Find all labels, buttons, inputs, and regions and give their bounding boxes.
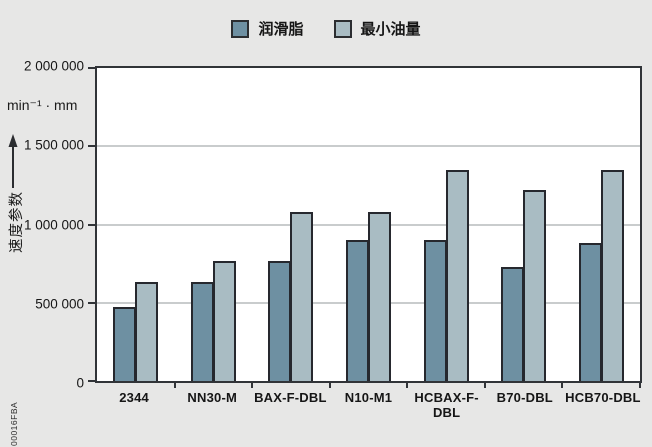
gridline-1500000 (97, 145, 640, 148)
x-label-hcbax-f-dbl: HCBAX-F-DBL (414, 390, 479, 420)
x-tick-mark (406, 381, 409, 388)
bar-min-oil-HCBAX-F-DBL (445, 169, 469, 381)
figure-id: 00016FBA (9, 401, 19, 446)
legend-label-grease: 润滑脂 (258, 21, 304, 38)
bar-min-oil-NN30-M (212, 260, 236, 381)
y-tick-mark (88, 380, 96, 382)
y-tick-mark (88, 301, 96, 304)
legend-item-min-oil: 最小油量 (333, 18, 421, 39)
bar-group-2344 (97, 68, 175, 381)
bar-grease-HCBAX-F-DBL (423, 240, 447, 381)
bar-group-NN30-M (175, 68, 253, 381)
bar-grease-NN30-M (190, 282, 214, 381)
x-axis-category-labels: 2344 NN30-M BAX-F-DBL N10-M1 HCBAX-F-DBL… (95, 390, 642, 420)
bar-min-oil-HCB70-DBL (600, 169, 624, 381)
min-oil-swatch-icon (333, 19, 352, 38)
grease-swatch-icon (231, 19, 250, 38)
y-tick-mark (88, 67, 96, 69)
y-tick-label: 500 000 (35, 296, 84, 312)
y-tick-label: 1 000 000 (23, 217, 84, 232)
bar-group-HCBAX-F-DBL (407, 68, 485, 381)
x-label-hcb70-dbl: HCB70-DBL (565, 390, 641, 405)
bar-min-oil-BAX-F-DBL (290, 211, 314, 381)
bar-grease-N10-M1 (346, 240, 370, 381)
legend-label-min-oil: 最小油量 (360, 21, 421, 38)
figure-id-wrap: 00016FBA (4, 398, 19, 446)
bar-min-oil-2344 (135, 282, 159, 381)
legend-item-grease: 润滑脂 (231, 18, 304, 39)
plot-area (88, 66, 642, 388)
bar-group-N10-M1 (330, 68, 408, 381)
bar-grease-BAX-F-DBL (268, 260, 292, 381)
x-label-b70-dbl: B70-DBL (496, 390, 553, 405)
x-label-nn30-m: NN30-M (187, 390, 238, 405)
bar-min-oil-N10-M1 (368, 211, 392, 381)
x-label-2344: 2344 (119, 390, 149, 405)
bar-grease-HCB70-DBL (578, 243, 602, 381)
y-axis-arrow-icon (8, 134, 18, 188)
x-tick-mark (483, 381, 486, 388)
bar-group-HCB70-DBL (562, 68, 640, 381)
y-tick-label: 1 500 000 (23, 137, 84, 153)
y-axis-tick-labels: 2 000 000 1 500 000 1 000 000 500 000 0 (0, 59, 84, 391)
bar-grease-2344 (113, 307, 137, 381)
x-tick-mark (173, 381, 176, 388)
y-tick-mark (88, 223, 96, 226)
y-tick-label: 2 000 000 (23, 58, 84, 74)
bar-group-BAX-F-DBL (252, 68, 330, 381)
x-label-bax-f-dbl: BAX-F-DBL (254, 390, 327, 405)
legend: 润滑脂 最小油量 (0, 18, 652, 39)
bar-min-oil-B70-DBL (523, 190, 547, 381)
x-tick-mark (251, 381, 254, 388)
x-tick-mark (561, 381, 564, 388)
y-tick-mark (88, 145, 96, 148)
y-tick-label: 0 (76, 375, 84, 391)
x-tick-mark (639, 381, 641, 388)
x-tick-mark (328, 381, 331, 388)
y-axis-unit-label: min⁻¹ · mm (7, 97, 78, 113)
bar-groups (97, 68, 640, 381)
x-label-n10-m1: N10-M1 (344, 390, 393, 405)
bar-grease-B70-DBL (501, 266, 525, 381)
bar-group-B70-DBL (485, 68, 563, 381)
